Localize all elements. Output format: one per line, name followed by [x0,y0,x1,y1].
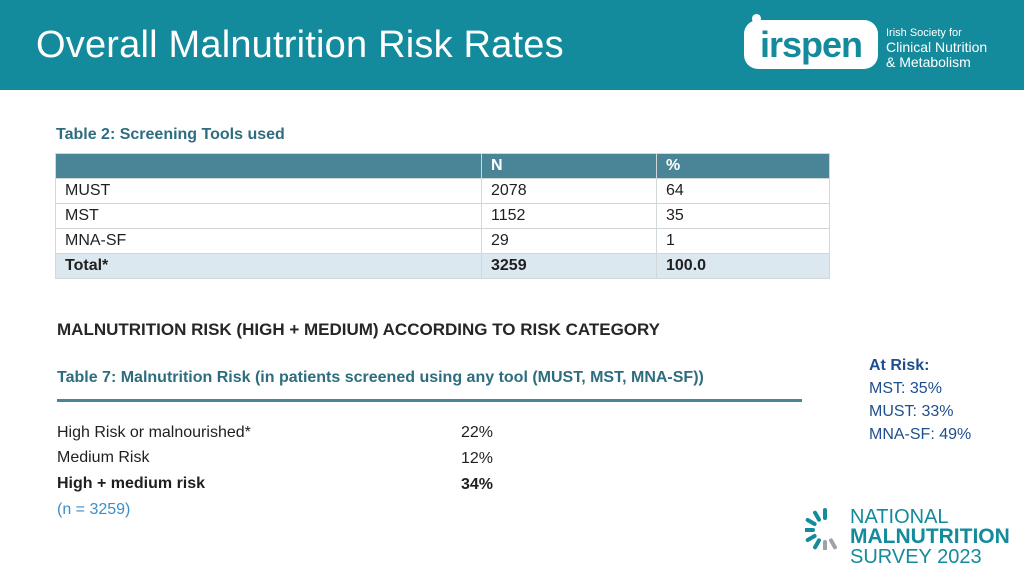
table-cell: MST [55,203,482,229]
at-risk-box: At Risk: MST: 35% MUST: 33% MNA-SF: 49% [869,354,971,446]
sample-size-note: (n = 3259) [57,501,131,518]
at-risk-item: MUST: 33% [869,403,954,420]
screening-tools-table: N % MUST 2078 64 MST 1152 35 MNA-SF 29 1… [55,153,830,279]
risk-row-label: High + medium risk [57,475,206,492]
table-cell: MNA-SF [55,228,482,254]
table-cell: 1152 [481,203,657,229]
table-cell: 100.0 [656,253,830,279]
at-risk-item: MST: 35% [869,380,942,397]
table-cell: 64 [656,178,830,204]
table-cell: 3259 [481,253,657,279]
table-header-cell: % [656,153,830,179]
table7-divider [57,399,802,402]
at-risk-item: MNA-SF: 49% [869,426,972,443]
table2-caption: Table 2: Screening Tools used [56,126,285,143]
table-row: MUST 2078 64 [55,178,830,204]
page-title: Overall Malnutrition Risk Rates [36,24,564,66]
survey-logo-line2: MALNUTRITION [850,525,1010,548]
table-cell: 2078 [481,178,657,204]
irspen-logo: irspen [744,20,878,69]
org-line3: & Metabolism [886,54,971,70]
logo-drop-icon [752,14,761,25]
survey-logo-line3: SURVEY 2023 [850,546,982,568]
table7-caption: Table 7: Malnutrition Risk (in patients … [57,369,704,386]
risk-row-label: Medium Risk [57,449,150,466]
risk-row-value: 12% [461,450,494,467]
at-risk-heading: At Risk: [869,357,930,374]
header-bar: Overall Malnutrition Risk Rates irspen I… [0,0,1024,90]
org-line1: Irish Society for [886,27,962,39]
table-cell: 1 [656,228,830,254]
table-header-cell [55,153,482,179]
survey-logo-text: NATIONAL MALNUTRITION SURVEY 2023 [850,507,1010,567]
table-row: MST 1152 35 [55,203,830,229]
table-cell: MUST [55,178,482,204]
org-name: Irish Society for Clinical Nutrition & M… [886,27,987,70]
table-header-cell: N [481,153,657,179]
table-cell: Total* [55,253,482,279]
table-cell: 29 [481,228,657,254]
table-cell: 35 [656,203,830,229]
table-header-row: N % [55,153,830,179]
survey-logo-icon [805,508,837,550]
survey-logo-line1: NATIONAL [850,506,949,528]
risk-row-value: 22% [461,424,494,441]
table-total-row: Total* 3259 100.0 [55,253,830,279]
org-line2: Clinical Nutrition [886,39,988,55]
table-row: MNA-SF 29 1 [55,228,830,254]
risk-section-heading: MALNUTRITION RISK (HIGH + MEDIUM) ACCORD… [57,320,661,339]
risk-row-value: 34% [461,476,494,493]
risk-row-label: High Risk or malnourished* [57,424,251,441]
